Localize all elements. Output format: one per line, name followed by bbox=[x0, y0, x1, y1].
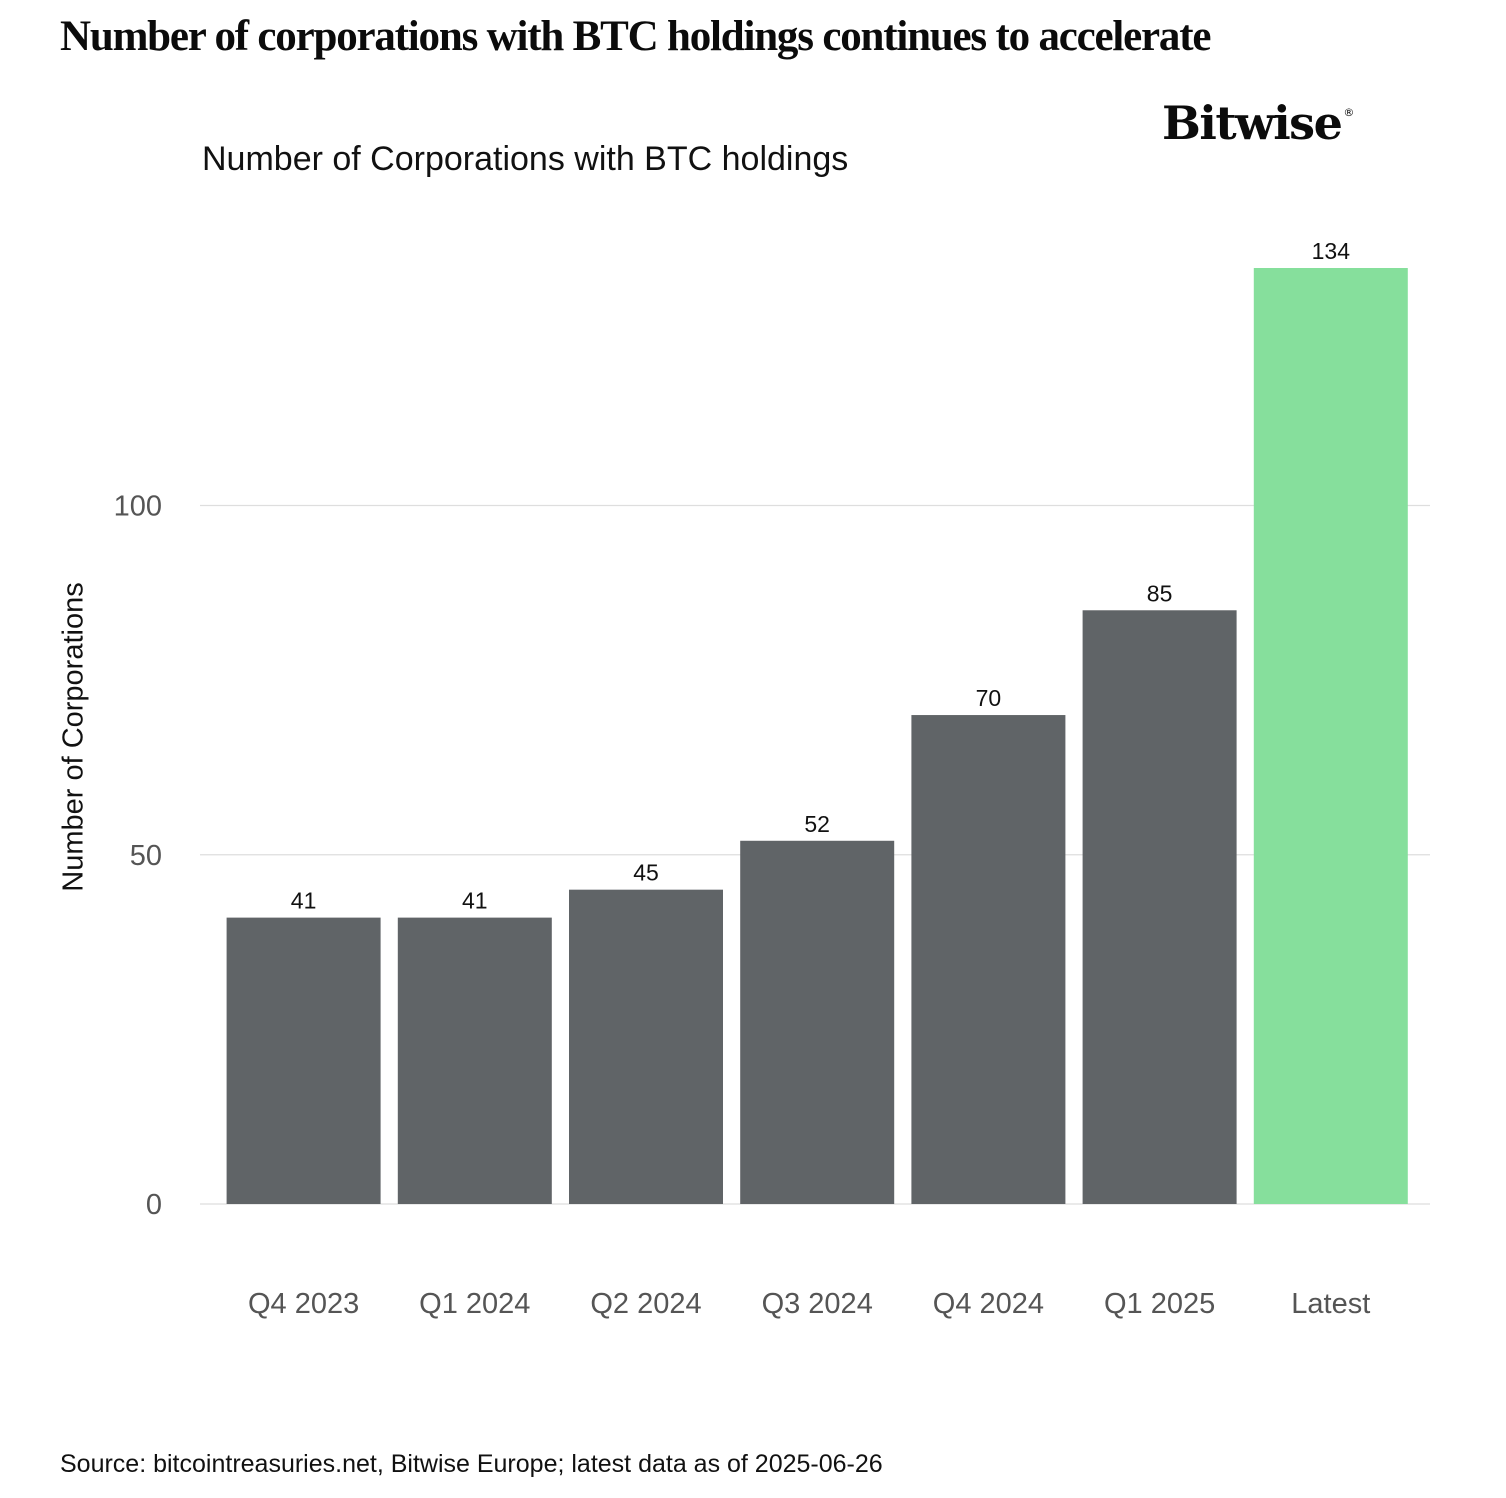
x-tick-label: Q4 2024 bbox=[933, 1288, 1044, 1320]
y-tick-label: 0 bbox=[146, 1189, 162, 1221]
headline: Number of corporations with BTC holdings… bbox=[60, 13, 1211, 60]
bar-value-label: 70 bbox=[976, 685, 1002, 711]
y-axis-ticks: 0 50 100 bbox=[114, 491, 162, 1222]
x-tick-label: Q2 2024 bbox=[590, 1288, 701, 1320]
logo-text: Bitwise bbox=[1162, 96, 1343, 150]
bar bbox=[397, 917, 552, 1204]
bar-value-label: 45 bbox=[633, 860, 659, 886]
bar-value-label: 85 bbox=[1147, 580, 1173, 606]
bar-value-label: 41 bbox=[291, 888, 317, 914]
source-note: Source: bitcointreasuries.net, Bitwise E… bbox=[60, 1450, 883, 1478]
y-tick-label: 100 bbox=[114, 491, 162, 523]
bar bbox=[911, 715, 1066, 1204]
bar bbox=[1082, 610, 1237, 1204]
bitwise-logo: Bitwise ® bbox=[1162, 96, 1354, 150]
bar bbox=[569, 889, 723, 1204]
bar-chart: 0 50 100 41 41 45 52 70 85 134 Q4 2023 Q1 2024 Q2 … bbox=[114, 238, 1430, 1320]
y-tick-label: 50 bbox=[130, 840, 162, 872]
x-tick-label: Q4 2023 bbox=[248, 1288, 359, 1320]
x-tick-label: Q1 2025 bbox=[1104, 1288, 1215, 1320]
bar-value-label: 52 bbox=[804, 811, 830, 837]
registered-mark: ® bbox=[1343, 106, 1355, 119]
bar bbox=[1253, 268, 1408, 1204]
x-tick-label: Q3 2024 bbox=[762, 1288, 873, 1320]
bar bbox=[226, 917, 381, 1204]
bar-value-label: 41 bbox=[462, 888, 488, 914]
x-tick-label: Q1 2024 bbox=[419, 1288, 530, 1320]
x-axis-ticks: Q4 2023 Q1 2024 Q2 2024 Q3 2024 Q4 2024 Q1 20… bbox=[248, 1288, 1370, 1320]
x-tick-label: Latest bbox=[1291, 1288, 1370, 1320]
bar bbox=[740, 840, 895, 1204]
chart-title: Number of Corporations with BTC holdings bbox=[202, 140, 849, 178]
data-labels: 41 41 45 52 70 85 134 bbox=[291, 238, 1350, 914]
bars bbox=[226, 268, 1408, 1204]
bar-value-label: 134 bbox=[1312, 238, 1351, 264]
